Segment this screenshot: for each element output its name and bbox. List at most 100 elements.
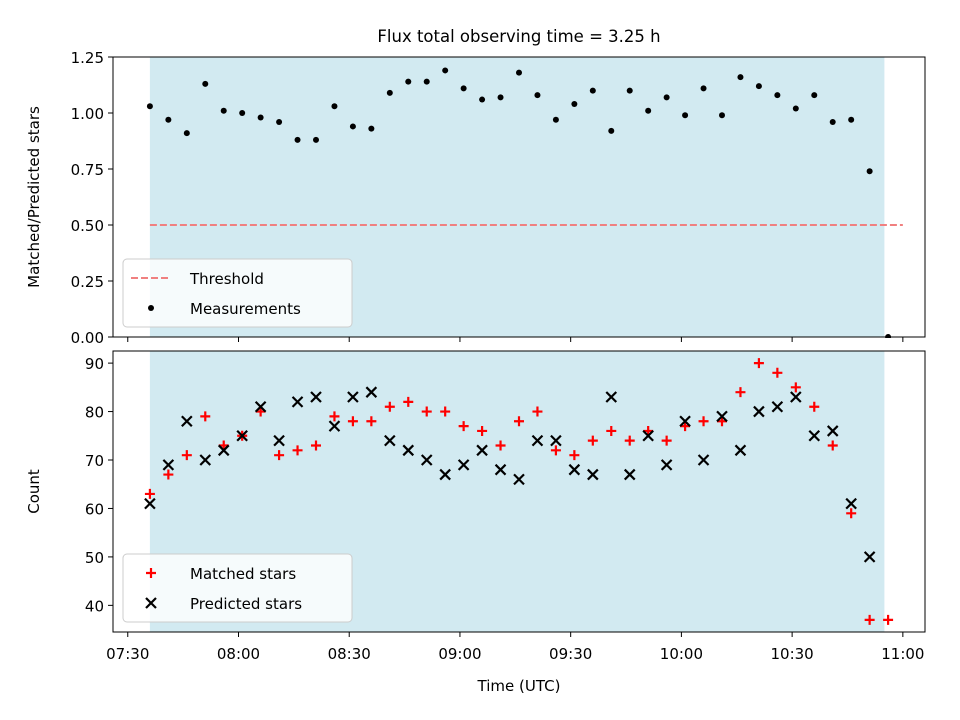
- y-tick-label: 70: [85, 452, 104, 470]
- x-tick-label: 09:00: [438, 645, 481, 663]
- data-point: [273, 434, 285, 447]
- y-axis-label: Count: [25, 469, 43, 514]
- data-point: [809, 401, 820, 412]
- data-point: [162, 459, 175, 471]
- x-tick-label: 07:30: [106, 645, 149, 663]
- data-point: [442, 67, 449, 74]
- data-point: [790, 382, 801, 393]
- data-point: [883, 614, 894, 625]
- data-point: [239, 110, 246, 116]
- data-point: [624, 435, 635, 446]
- y-tick-label: 60: [85, 500, 104, 518]
- data-point: [200, 411, 211, 422]
- data-point: [217, 444, 230, 457]
- data-point: [457, 459, 470, 471]
- data-point: [534, 92, 541, 99]
- data-point: [734, 444, 747, 457]
- data-point: [365, 386, 378, 398]
- data-point: [808, 430, 821, 442]
- y-tick-label: 0.75: [71, 161, 104, 179]
- data-point: [368, 125, 375, 132]
- legend-box: [122, 258, 353, 328]
- data-point: [313, 136, 319, 143]
- data-point: [366, 416, 377, 427]
- legend-label: Matched stars: [190, 565, 296, 583]
- plot-area: [144, 358, 894, 625]
- data-point: [494, 463, 507, 476]
- data-point: [291, 396, 304, 408]
- data-point: [328, 420, 341, 432]
- data-point: [292, 445, 303, 456]
- data-point: [183, 130, 190, 137]
- data-point: [531, 434, 544, 447]
- data-point: [626, 87, 633, 94]
- series-predicted-stars: [144, 386, 876, 563]
- data-point: [735, 387, 746, 398]
- y-tick-label: 80: [85, 404, 104, 422]
- data-point: [274, 450, 285, 461]
- data-point: [863, 551, 876, 563]
- data-point: [661, 435, 672, 446]
- data-point: [846, 508, 857, 519]
- bottom-panel-counts: 40 50 60 70 80 90 07:30 08:00 08:30 09:00 09:30 10:…: [25, 350, 926, 695]
- data-point: [608, 127, 615, 134]
- data-point: [165, 116, 172, 123]
- data-point: [642, 430, 654, 442]
- data-point: [866, 168, 873, 175]
- data-point: [144, 497, 156, 510]
- data-point: [384, 434, 396, 447]
- data-point: [552, 116, 559, 123]
- data-point: [384, 401, 395, 412]
- data-point: [513, 473, 525, 486]
- data-point: [700, 85, 707, 92]
- data-point: [402, 444, 415, 457]
- data-point: [532, 406, 543, 417]
- data-point: [697, 454, 710, 466]
- x-tick-label: 10:00: [660, 645, 703, 663]
- data-point: [827, 440, 838, 451]
- data-point: [719, 112, 725, 119]
- data-point: [403, 396, 414, 407]
- data-point: [144, 488, 155, 499]
- axes-frame: [112, 350, 926, 633]
- data-point: [771, 400, 784, 413]
- data-point: [311, 440, 321, 451]
- data-point: [479, 96, 486, 103]
- y-tick-label: 0.25: [71, 273, 104, 291]
- y-tick-label: 90: [85, 355, 104, 373]
- data-point: [550, 445, 561, 456]
- x-tick-label: 10:30: [771, 645, 814, 663]
- data-point: [753, 405, 765, 418]
- y-tick-label: 0.50: [71, 217, 104, 235]
- data-point: [845, 497, 857, 510]
- data-point: [864, 614, 875, 625]
- data-point: [568, 463, 581, 476]
- data-point: [421, 406, 432, 417]
- data-point: [679, 415, 691, 428]
- data-point: [589, 87, 596, 94]
- legend-label: Predicted stars: [190, 595, 302, 613]
- data-point: [571, 101, 578, 108]
- x-tick-label: 08:00: [217, 645, 260, 663]
- y-axis-label: Matched/Predicted stars: [25, 106, 43, 288]
- x-axis-label: Time (UTC): [477, 677, 561, 695]
- x-tick-label: 11:00: [881, 645, 924, 663]
- top-panel-ratio: 0.00 0.25 0.50 0.75 1.00 1.25 Matched/Predicte…: [25, 49, 926, 347]
- legend-label: Measurements: [190, 300, 301, 318]
- data-point: [181, 415, 193, 428]
- data-point: [792, 105, 799, 112]
- legend-label: Threshold: [189, 270, 264, 288]
- data-point: [497, 94, 504, 101]
- data-point: [698, 416, 709, 427]
- data-point: [349, 123, 356, 130]
- data-point: [460, 85, 467, 92]
- data-point: [516, 69, 522, 76]
- data-point: [605, 391, 618, 403]
- legend: Matched stars Predicted stars: [122, 553, 353, 623]
- legend: Threshold Measurements: [122, 258, 353, 328]
- data-point: [716, 410, 728, 423]
- legend-box: [122, 553, 353, 623]
- data-point: [829, 118, 836, 125]
- data-point: [772, 367, 783, 378]
